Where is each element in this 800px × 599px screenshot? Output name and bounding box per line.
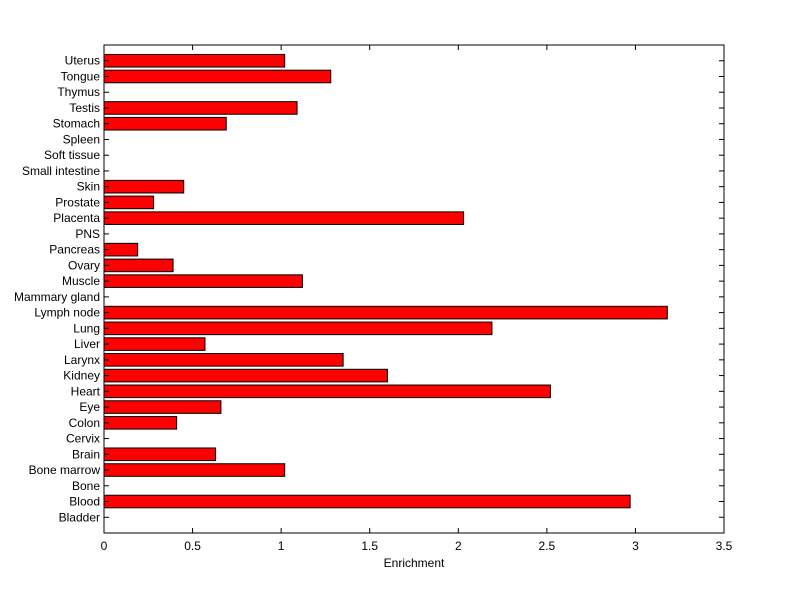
y-tick-label: Cervix: [66, 432, 100, 446]
y-tick-label: Skin: [77, 180, 100, 194]
plot-frame: [103, 44, 725, 534]
bar-kidney: [103, 368, 388, 383]
y-tick-label: Muscle: [62, 274, 100, 288]
bar-muscle: [103, 274, 303, 288]
y-tick-label: Ovary: [68, 258, 100, 272]
x-tick-label: 3.5: [716, 539, 733, 553]
y-tick-label: Lung: [73, 321, 100, 335]
x-tick-label: 0.5: [184, 539, 201, 553]
y-tick-label: Thymus: [57, 85, 100, 99]
bar-pancreas: [103, 242, 139, 257]
y-tick-label: PNS: [75, 227, 100, 241]
y-tick-label: Mammary gland: [14, 290, 100, 304]
bar-ovary: [103, 258, 174, 273]
x-tick-label: 3: [632, 539, 639, 553]
bar-placenta: [103, 211, 465, 225]
x-tick-labels: 0 0.5 1 1.5 2 2.5 3 3.5: [101, 539, 733, 553]
y-tick-label: Pancreas: [49, 243, 100, 257]
y-tick-label: Larynx: [64, 353, 100, 367]
bar-colon: [103, 416, 178, 430]
bar-liver: [103, 337, 206, 351]
y-tick-label: Testis: [69, 101, 100, 115]
y-tick-label: Prostate: [55, 195, 100, 209]
y-tick-label: Liver: [74, 337, 100, 351]
bar-tongue: [103, 69, 332, 84]
bars-group: [103, 53, 668, 509]
bar-testis: [103, 101, 298, 115]
x-axis-label: Enrichment: [384, 556, 445, 570]
x-tick-label: 2: [455, 539, 462, 553]
bar-lung: [103, 321, 493, 336]
y-tick-label: Brain: [72, 447, 100, 461]
y-tick-label: Stomach: [53, 117, 100, 131]
y-tick-label: Small intestine: [22, 164, 100, 178]
bar-heart: [103, 384, 551, 399]
y-tick-label: Eye: [79, 400, 100, 414]
bar-blood: [103, 494, 631, 509]
bar-brain: [103, 447, 217, 462]
y-tick-label: Kidney: [63, 369, 100, 383]
bar-uterus: [103, 53, 286, 68]
x-tick-label: 0: [101, 539, 108, 553]
y-tick-label: Colon: [69, 416, 100, 430]
y-tick-label: Soft tissue: [44, 148, 100, 162]
y-tick-label: Bone marrow: [29, 463, 101, 477]
x-tick-label: 1: [278, 539, 285, 553]
x-tick-label: 1.5: [361, 539, 378, 553]
bar-larynx: [103, 353, 344, 367]
bar-eye: [103, 400, 222, 414]
y-tick-label: Lymph node: [34, 306, 100, 320]
y-tick-label: Bone: [72, 479, 100, 493]
bar-prostate: [103, 195, 155, 210]
y-tick-label: Placenta: [53, 211, 100, 225]
x-tick-label: 2.5: [539, 539, 556, 553]
bar-skin: [103, 179, 185, 194]
y-tick-label: Heart: [71, 384, 101, 398]
y-tick-label: Spleen: [63, 132, 100, 146]
y-tick-label: Blood: [69, 495, 100, 509]
y-tick-label: Tongue: [61, 69, 101, 83]
y-tick-label: Uterus: [65, 54, 100, 68]
bar-lymph-node: [103, 305, 668, 320]
y-tick-label: Bladder: [59, 510, 100, 524]
bar-bone-marrow: [103, 463, 286, 477]
bar-stomach: [103, 116, 227, 131]
